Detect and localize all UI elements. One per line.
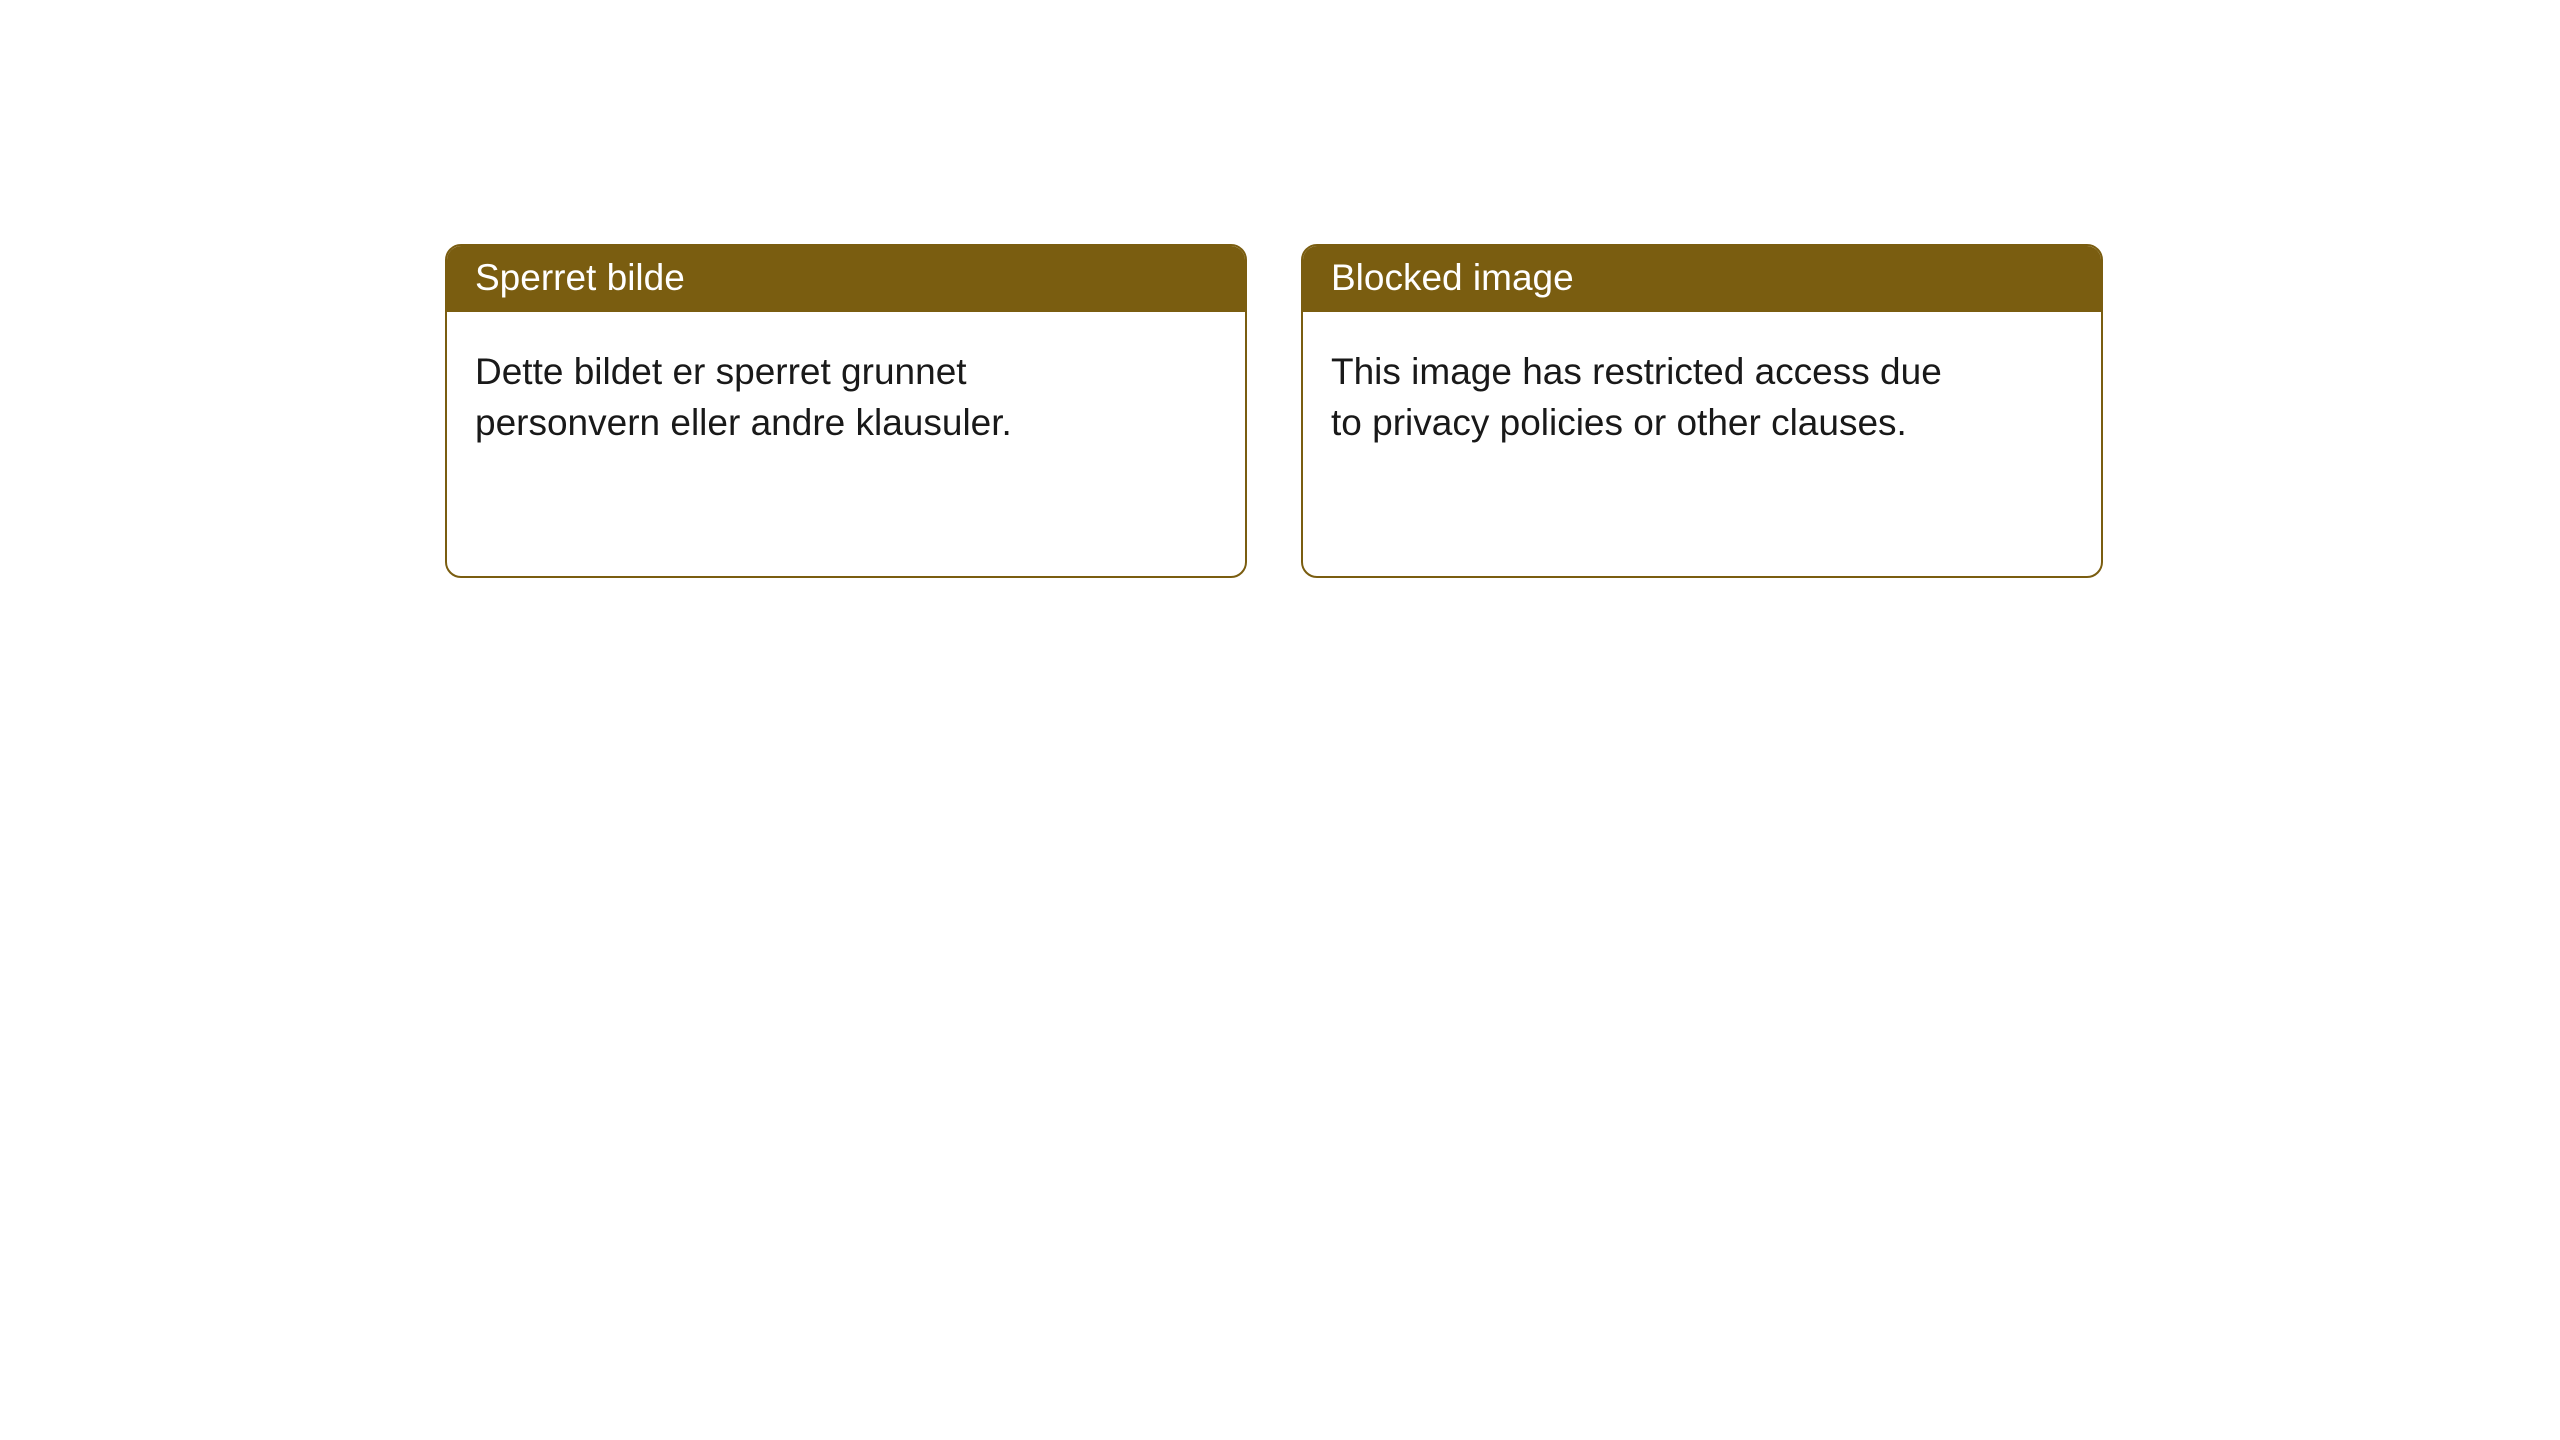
card-body-norwegian: Dette bildet er sperret grunnet personve… xyxy=(447,312,1127,482)
card-body-english: This image has restricted access due to … xyxy=(1303,312,1983,482)
notice-card-english: Blocked image This image has restricted … xyxy=(1301,244,2103,578)
notice-container: Sperret bilde Dette bildet er sperret gr… xyxy=(445,244,2103,578)
notice-card-norwegian: Sperret bilde Dette bildet er sperret gr… xyxy=(445,244,1247,578)
card-title-english: Blocked image xyxy=(1303,246,2101,312)
card-title-norwegian: Sperret bilde xyxy=(447,246,1245,312)
